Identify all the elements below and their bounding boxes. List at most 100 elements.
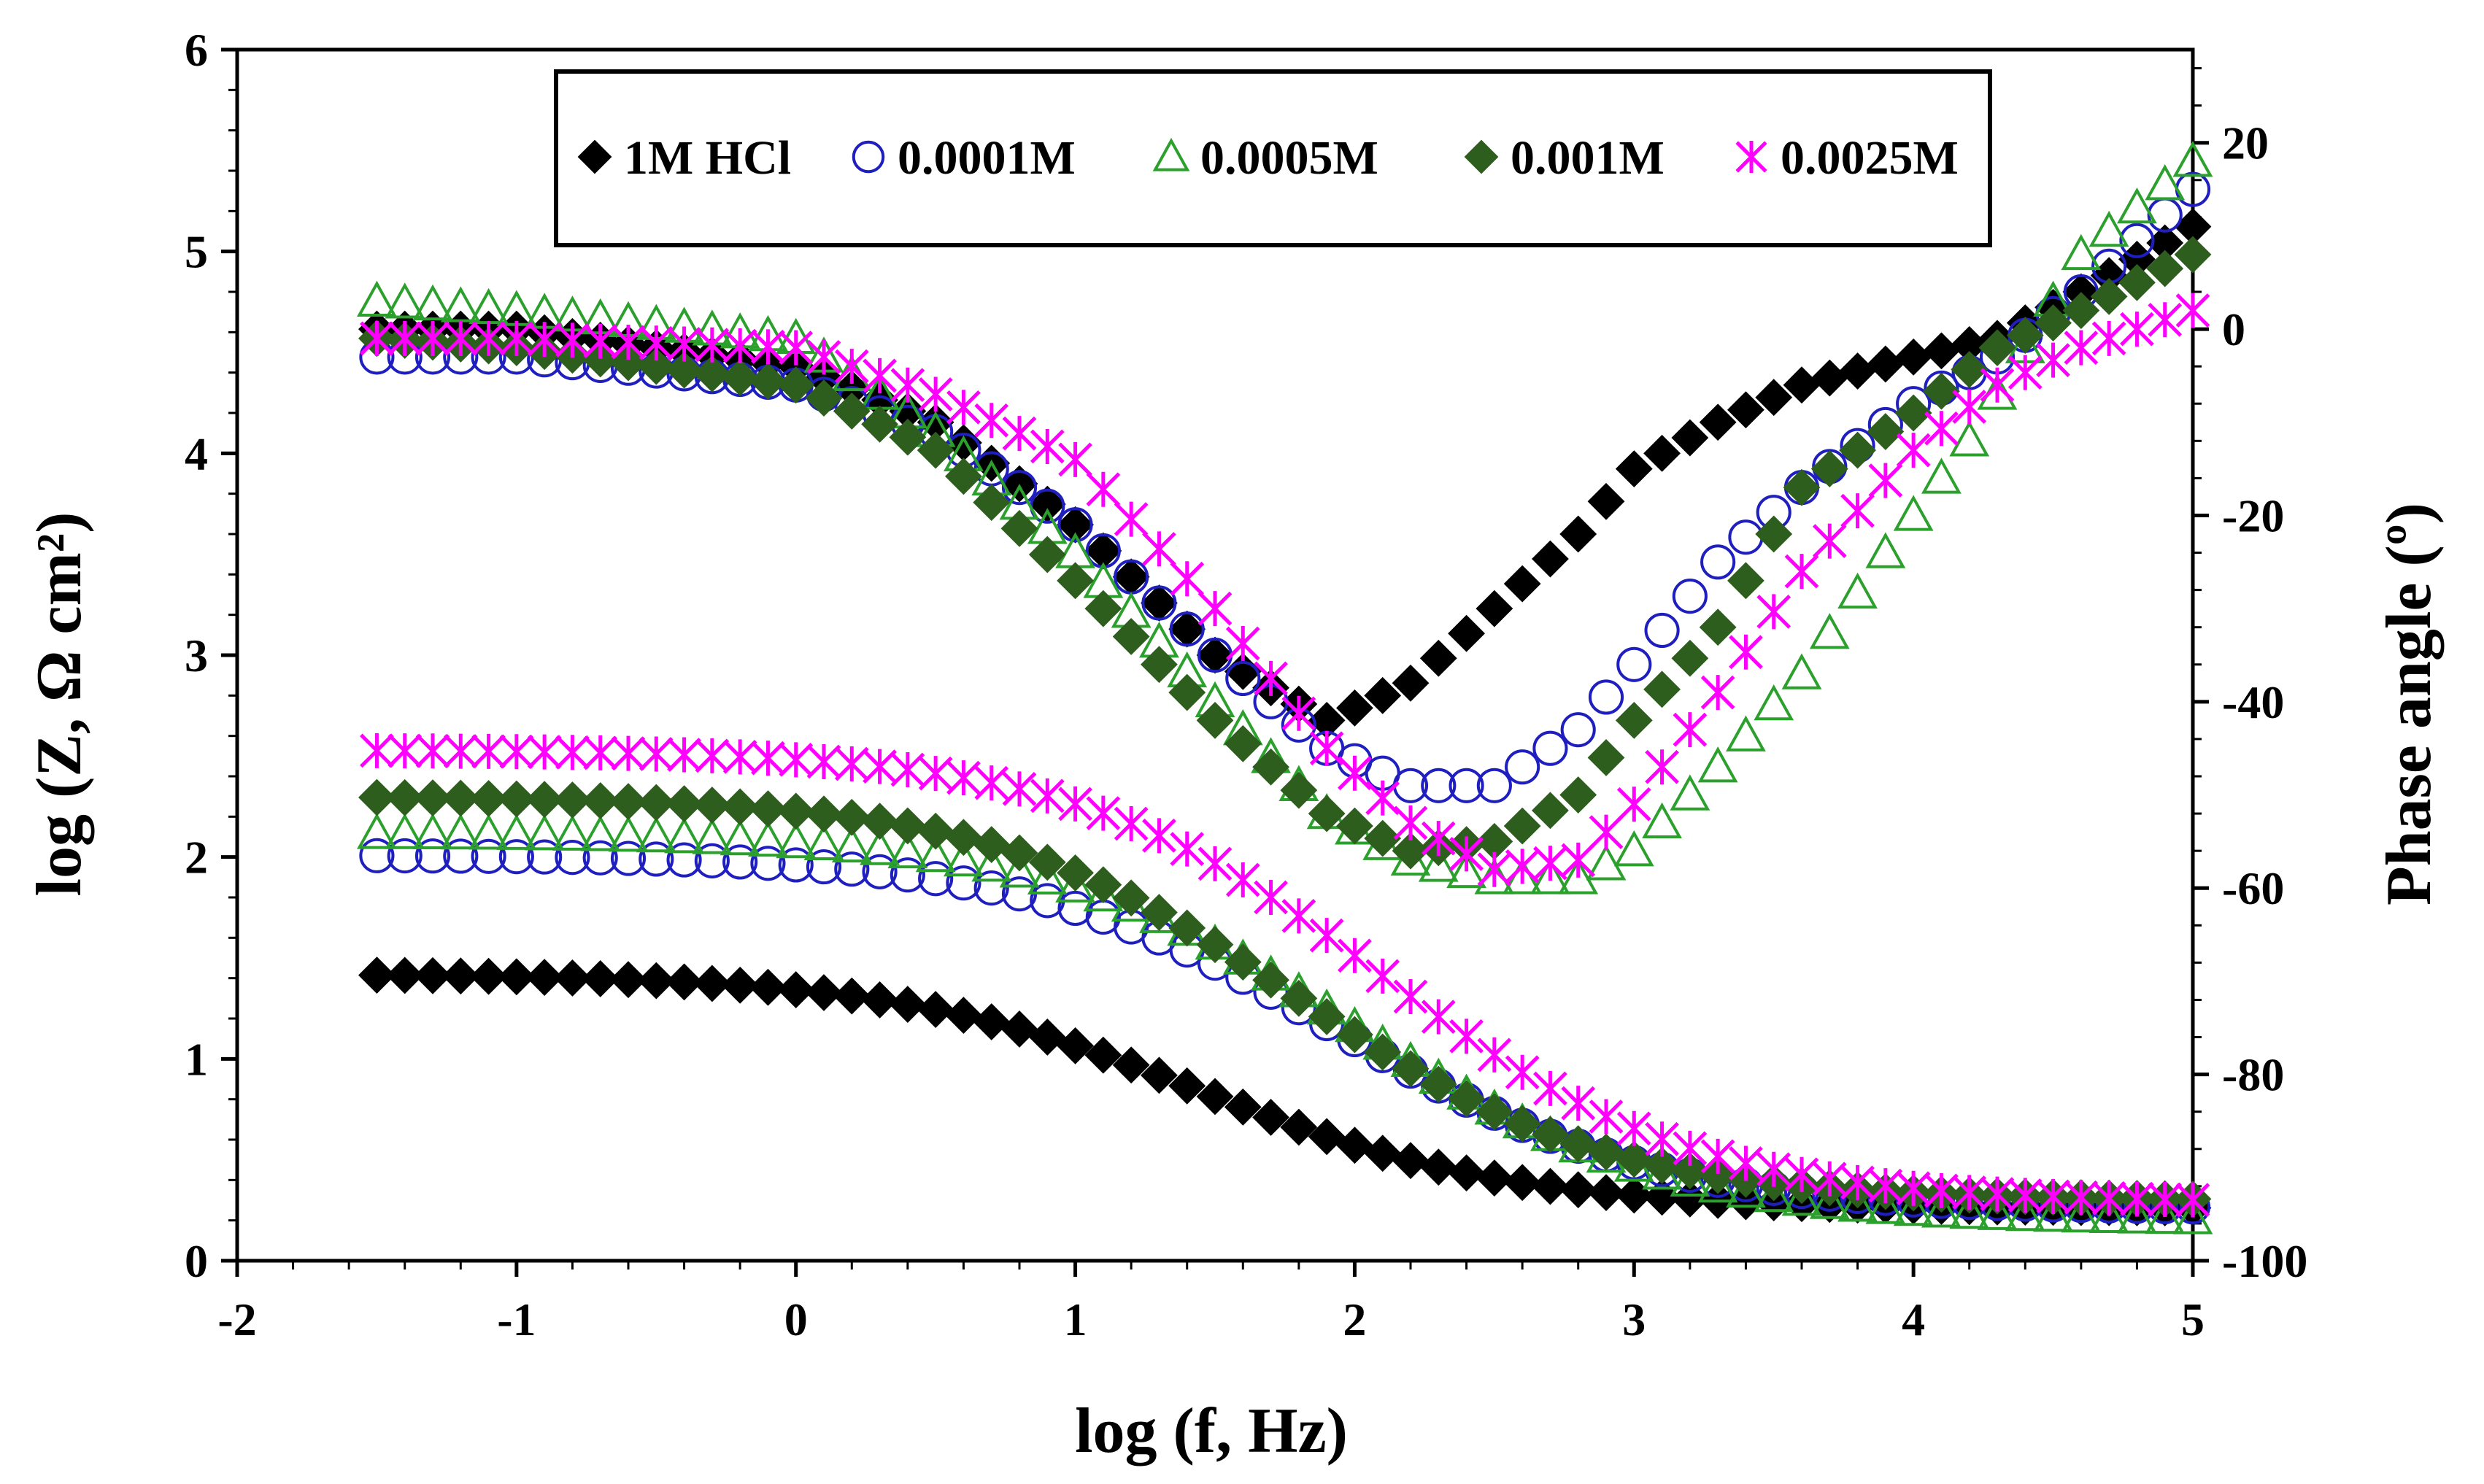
bode-point: [1561, 1086, 1596, 1121]
phase-point: [2172, 141, 2213, 177]
x-tick-label: 0: [784, 1294, 808, 1345]
bode-point: [1532, 1116, 1569, 1153]
phase-point: [1338, 755, 1372, 791]
phase-point: [1141, 646, 1178, 684]
bode-point: [1980, 1176, 2015, 1212]
bode-point: [1058, 786, 1092, 822]
phase-point: [2064, 330, 2099, 366]
phase-point: [385, 282, 425, 319]
left-y-tick-label: 5: [185, 226, 208, 278]
bode-point: [414, 838, 451, 874]
bode-point: [1224, 1088, 1262, 1126]
phase-point: [611, 324, 646, 360]
bode-point: [667, 737, 701, 773]
phase-point: [415, 320, 450, 356]
bode-point: [1170, 831, 1205, 867]
bode-point: [1477, 1037, 1512, 1073]
phase-point: [1673, 712, 1708, 748]
phase-point: [1980, 367, 2015, 403]
bode-point: [1952, 1175, 1987, 1210]
bode-point: [387, 733, 423, 769]
phase-point: [1781, 653, 1822, 689]
bode-point: [776, 822, 817, 859]
phase-point: [1644, 612, 1680, 649]
bode-point: [582, 782, 620, 819]
phase-point: [1589, 814, 1624, 850]
bode-point: [889, 986, 927, 1023]
bode-point: [1365, 958, 1400, 994]
legend-item: 0.0001M: [852, 131, 1076, 185]
phase-point: [1588, 679, 1624, 715]
right-y-tick-label: -40: [2222, 676, 2284, 728]
phase-point: [1616, 646, 1652, 682]
phase-point: [1084, 590, 1122, 627]
bode-point: [1729, 1145, 1763, 1181]
phase-point: [1809, 613, 1850, 649]
bode-point: [722, 844, 758, 880]
phase-point: [412, 284, 453, 321]
x-axis-label: log (f, Hz): [1075, 1396, 1348, 1466]
bode-point: [1254, 879, 1288, 915]
bode-point: [443, 838, 479, 874]
phase-point: [1532, 730, 1568, 766]
bode-point: [358, 957, 396, 994]
bode-point: [498, 958, 536, 996]
bode-point: [498, 839, 534, 875]
phase-point: [805, 379, 843, 417]
legend-marker: [1735, 141, 1767, 173]
bode-point: [1055, 866, 1095, 903]
left-y-tick-label: 2: [185, 832, 208, 884]
bode-point: [470, 780, 507, 817]
phase-point: [1393, 805, 1428, 840]
phase-point: [471, 320, 506, 356]
bode-point: [1028, 1019, 1066, 1056]
bode-point: [1503, 1105, 1541, 1143]
bode-point: [610, 840, 647, 876]
bode-point: [386, 778, 424, 816]
bode-point: [1449, 1019, 1484, 1054]
bode-point: [1754, 1175, 1794, 1213]
legend-marker: [577, 139, 612, 174]
phase-point: [1476, 590, 1513, 627]
phase-point: [360, 320, 394, 356]
legend-label: 0.0005M: [1200, 131, 1378, 185]
bode-point: [1280, 1108, 1318, 1146]
phase-point: [2091, 320, 2126, 356]
bode-point: [666, 842, 702, 878]
bode-point: [973, 870, 1009, 906]
bode-point: [1419, 1065, 1457, 1103]
bode-point: [2091, 1180, 2126, 1216]
phase-point: [527, 322, 562, 358]
phase-point: [1921, 457, 1962, 494]
phase-point: [1558, 858, 1599, 894]
phase-point: [1309, 730, 1344, 766]
phase-point: [1615, 701, 1653, 739]
phase-point: [1643, 670, 1681, 708]
phase-point: [806, 339, 841, 375]
bode-point: [1419, 1148, 1457, 1186]
phase-point: [1868, 463, 1903, 498]
phase-point: [1755, 515, 1793, 553]
phase-point: [1057, 562, 1094, 600]
bode-point: [693, 787, 731, 824]
bode-point: [1533, 1070, 1567, 1106]
series-0.0025m: [360, 293, 2210, 1218]
phase-point: [1699, 608, 1737, 646]
bode-point: [471, 838, 506, 874]
bode-point: [1924, 1172, 1959, 1208]
bode-point: [833, 977, 871, 1015]
phase-point: [1924, 411, 1959, 447]
phase-point: [2006, 317, 2044, 355]
bode-point: [917, 991, 954, 1028]
phase-point: [1810, 450, 1848, 488]
bode-point: [1000, 1010, 1038, 1048]
phase-point: [2175, 293, 2210, 328]
bode-point: [999, 851, 1040, 888]
bode-point: [1421, 999, 1456, 1035]
right-y-tick-label: -60: [2222, 862, 2284, 914]
bode-point: [1086, 795, 1121, 831]
bode-point: [1840, 1164, 1875, 1200]
bode-point: [358, 778, 396, 816]
bode-point: [1084, 866, 1122, 904]
bode-point: [806, 743, 841, 779]
